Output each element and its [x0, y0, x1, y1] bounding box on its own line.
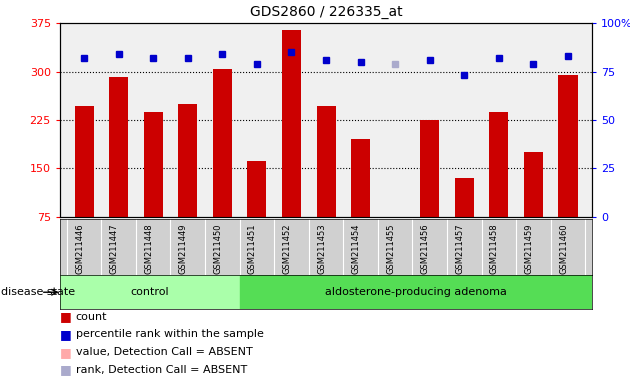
Bar [239, 275, 592, 309]
Bar [109, 77, 128, 217]
Bar [351, 139, 370, 217]
Text: GSM211452: GSM211452 [282, 223, 292, 274]
Title: GDS2860 / 226335_at: GDS2860 / 226335_at [249, 5, 403, 19]
Bar [490, 112, 508, 217]
Text: GSM211459: GSM211459 [524, 223, 534, 274]
Text: GSM211451: GSM211451 [248, 223, 257, 274]
Bar [144, 112, 163, 217]
Text: rank, Detection Call = ABSENT: rank, Detection Call = ABSENT [76, 365, 247, 375]
Text: ■: ■ [60, 328, 72, 341]
Bar [178, 104, 197, 217]
Bar [74, 106, 93, 217]
Bar [248, 161, 266, 217]
Text: GSM211449: GSM211449 [179, 223, 188, 274]
Text: aldosterone-producing adenoma: aldosterone-producing adenoma [325, 287, 507, 297]
Text: GSM211455: GSM211455 [386, 223, 395, 274]
Text: value, Detection Call = ABSENT: value, Detection Call = ABSENT [76, 347, 253, 357]
Text: GSM211450: GSM211450 [214, 223, 222, 274]
Bar [282, 30, 301, 217]
Bar [455, 178, 474, 217]
Text: GSM211446: GSM211446 [75, 223, 84, 274]
Text: control: control [130, 287, 169, 297]
Text: GSM211458: GSM211458 [490, 223, 499, 274]
Text: count: count [76, 312, 107, 322]
Text: GSM211453: GSM211453 [317, 223, 326, 274]
Bar [524, 152, 543, 217]
Text: disease state: disease state [1, 287, 76, 297]
Text: GSM211460: GSM211460 [559, 223, 568, 274]
Text: GSM211457: GSM211457 [455, 223, 464, 274]
Text: ■: ■ [60, 310, 72, 323]
Text: GSM211447: GSM211447 [110, 223, 118, 274]
Bar [60, 275, 239, 309]
Text: percentile rank within the sample: percentile rank within the sample [76, 329, 263, 339]
Text: GSM211454: GSM211454 [352, 223, 360, 274]
Bar [559, 75, 578, 217]
Bar [316, 106, 336, 217]
Text: GSM211448: GSM211448 [144, 223, 153, 274]
Text: GSM211456: GSM211456 [421, 223, 430, 274]
Text: ■: ■ [60, 363, 72, 376]
Bar [420, 120, 439, 217]
Bar [213, 69, 232, 217]
Text: ■: ■ [60, 346, 72, 359]
